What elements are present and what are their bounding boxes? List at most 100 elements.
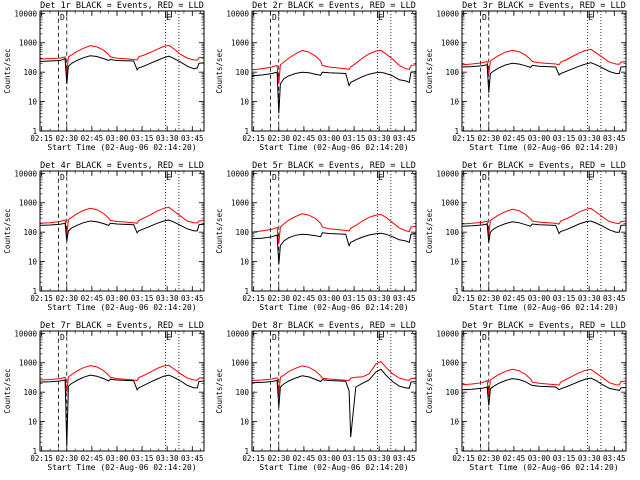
y-tick-label: 1000 — [441, 359, 460, 368]
y-tick-label: 10000 — [14, 9, 37, 18]
panel-2: Det 2r BLACK = Events, RED = LLD D E 1 10 100… — [215, 1, 417, 152]
x-tick-label: 02:30 — [267, 294, 290, 303]
events-series-line — [461, 377, 627, 406]
x-axis-label: Start Time (02-Aug-06 02:14:20) — [47, 143, 196, 152]
x-tick-label: 02:30 — [477, 294, 500, 303]
dashed-box-label: D — [272, 333, 277, 342]
y-tick-label: 10 — [240, 98, 250, 107]
x-axis-label: Start Time (02-Aug-06 02:14:20) — [469, 463, 618, 472]
panel-4: Det 4r BLACK = Events, RED = LLD D E 1 10 100… — [3, 161, 205, 312]
dashed-marker-box — [58, 10, 68, 132]
x-tick-label: 03:15 — [131, 134, 154, 143]
x-tick-label: 03:30 — [578, 294, 601, 303]
y-tick-label: 10000 — [14, 169, 37, 178]
x-tick-label: 03:45 — [393, 294, 416, 303]
panel-3: Det 3r BLACK = Events, RED = LLD D E 1 10 100… — [425, 1, 627, 152]
x-tick-label: 03:00 — [106, 294, 129, 303]
y-tick-label: 10 — [28, 258, 38, 267]
right-box-label: E — [378, 13, 383, 22]
right-box-label: E — [166, 333, 171, 342]
lld-series-line — [461, 48, 627, 74]
x-tick-label: 03:00 — [528, 294, 551, 303]
x-tick-label: 02:45 — [503, 454, 526, 463]
dashed-marker-box — [480, 330, 490, 452]
lld-series-line — [39, 44, 205, 76]
panel-title: Det 2r BLACK = Events, RED = LLD — [252, 1, 416, 11]
y-tick-label: 1000 — [19, 39, 38, 48]
dashed-marker-box — [270, 170, 280, 292]
panel-title: Det 6r BLACK = Events, RED = LLD — [462, 161, 626, 171]
x-tick-label: 02:30 — [55, 294, 78, 303]
x-tick-label: 03:45 — [603, 134, 626, 143]
panel-9: Det 9r BLACK = Events, RED = LLD D E 1 10 100… — [425, 321, 627, 472]
y-tick-label: 1000 — [441, 199, 460, 208]
x-tick-label: 03:00 — [106, 134, 129, 143]
y-axis-label: Counts/sec — [3, 208, 12, 253]
y-tick-label: 1000 — [231, 39, 250, 48]
y-tick-label: 10000 — [226, 9, 249, 18]
lld-series-line — [251, 49, 417, 84]
lld-series-line — [39, 364, 205, 393]
x-tick-label: 02:30 — [267, 454, 290, 463]
y-tick-label: 100 — [23, 68, 37, 77]
x-tick-label: 02:15 — [242, 294, 265, 303]
y-tick-label: 1 — [454, 447, 459, 456]
x-axis-label: Start Time (02-Aug-06 02:14:20) — [469, 143, 618, 152]
y-axis-label: Counts/sec — [215, 208, 224, 253]
y-tick-label: 100 — [235, 228, 249, 237]
dashed-marker-box — [270, 10, 280, 132]
x-tick-label: 03:45 — [393, 134, 416, 143]
right-box-label: E — [166, 173, 171, 182]
y-tick-label: 1000 — [231, 359, 250, 368]
x-tick-label: 02:15 — [30, 294, 53, 303]
x-tick-label: 03:15 — [131, 294, 154, 303]
y-tick-label: 100 — [23, 388, 37, 397]
x-tick-label: 03:15 — [343, 294, 366, 303]
y-tick-label: 100 — [445, 388, 459, 397]
plot-frame — [251, 10, 417, 132]
panel-title: Det 1r BLACK = Events, RED = LLD — [40, 1, 204, 11]
y-tick-label: 1000 — [441, 39, 460, 48]
x-tick-label: 03:45 — [603, 294, 626, 303]
dashed-box-label: D — [482, 333, 487, 342]
x-axis-label: Start Time (02-Aug-06 02:14:20) — [259, 303, 408, 312]
panel-5: Det 5r BLACK = Events, RED = LLD D E 1 10 100… — [215, 161, 417, 312]
y-tick-label: 1 — [32, 287, 37, 296]
x-tick-label: 03:30 — [156, 454, 179, 463]
x-tick-label: 02:15 — [452, 134, 475, 143]
y-tick-label: 1 — [244, 127, 249, 136]
dashed-box-label: D — [60, 333, 65, 342]
x-tick-label: 03:00 — [318, 294, 341, 303]
lld-series-line — [251, 213, 417, 244]
x-tick-label: 02:15 — [242, 454, 265, 463]
x-tick-label: 02:45 — [81, 454, 104, 463]
x-tick-label: 03:45 — [393, 454, 416, 463]
y-tick-label: 1000 — [19, 199, 38, 208]
lld-series-line — [461, 368, 627, 396]
x-tick-label: 02:30 — [55, 454, 78, 463]
dashed-marker-box — [480, 170, 490, 292]
dashed-box-label: D — [482, 173, 487, 182]
y-tick-label: 10 — [450, 258, 460, 267]
y-tick-label: 100 — [445, 68, 459, 77]
x-tick-label: 02:15 — [30, 454, 53, 463]
dashed-box-label: D — [272, 173, 277, 182]
x-tick-label: 02:45 — [293, 454, 316, 463]
y-tick-label: 10 — [450, 98, 460, 107]
y-axis-label: Counts/sec — [425, 368, 434, 413]
x-axis-label: Start Time (02-Aug-06 02:14:20) — [469, 303, 618, 312]
x-tick-label: 03:45 — [181, 454, 204, 463]
x-tick-label: 03:30 — [368, 294, 391, 303]
panel-6: Det 6r BLACK = Events, RED = LLD D E 1 10 100… — [425, 161, 627, 312]
y-axis-label: Counts/sec — [425, 208, 434, 253]
x-tick-label: 03:00 — [106, 454, 129, 463]
lld-series-line — [39, 206, 205, 236]
x-tick-label: 03:15 — [553, 294, 576, 303]
x-tick-label: 02:30 — [267, 134, 290, 143]
x-tick-label: 03:15 — [131, 454, 154, 463]
events-series-line — [461, 62, 627, 93]
y-tick-label: 10000 — [436, 169, 459, 178]
panel-title: Det 7r BLACK = Events, RED = LLD — [40, 321, 204, 331]
right-box-label: E — [588, 13, 593, 22]
